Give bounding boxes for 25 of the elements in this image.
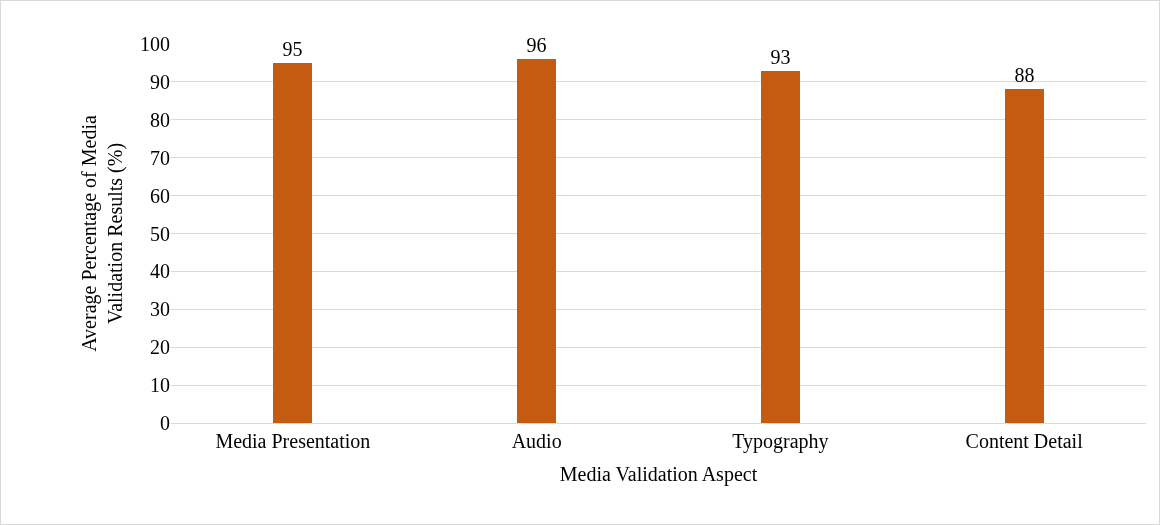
y-tick-label: 10	[150, 374, 170, 397]
y-tick-label: 90	[150, 70, 170, 93]
data-label: 88	[1014, 64, 1035, 86]
y-tick-label: 50	[150, 222, 170, 245]
y-tick-label: 60	[150, 184, 170, 207]
data-label: 93	[770, 46, 791, 68]
bar	[273, 63, 312, 423]
y-tick-label: 30	[150, 298, 170, 321]
data-label: 96	[526, 34, 547, 56]
y-tick-label: 80	[150, 108, 170, 131]
y-tick-label: 70	[150, 146, 170, 169]
x-tick-label: Typography	[732, 430, 829, 453]
x-tick-label: Media Presentation	[215, 430, 371, 452]
bar	[1005, 89, 1044, 423]
x-axis-title: Media Validation Aspect	[559, 462, 758, 486]
bar	[517, 59, 556, 423]
data-label: 95	[282, 38, 303, 60]
x-tick-label: Content Detail	[965, 430, 1084, 452]
y-tick-label: 20	[150, 336, 170, 359]
y-tick-label: 0	[160, 412, 170, 434]
y-tick-label: 100	[140, 33, 170, 55]
x-tick-label: Audio	[511, 430, 562, 452]
bar	[761, 71, 800, 423]
y-axis-title: Average Percentage of Media Validation Results (%)	[77, 115, 127, 352]
y-tick-label: 40	[150, 260, 170, 283]
